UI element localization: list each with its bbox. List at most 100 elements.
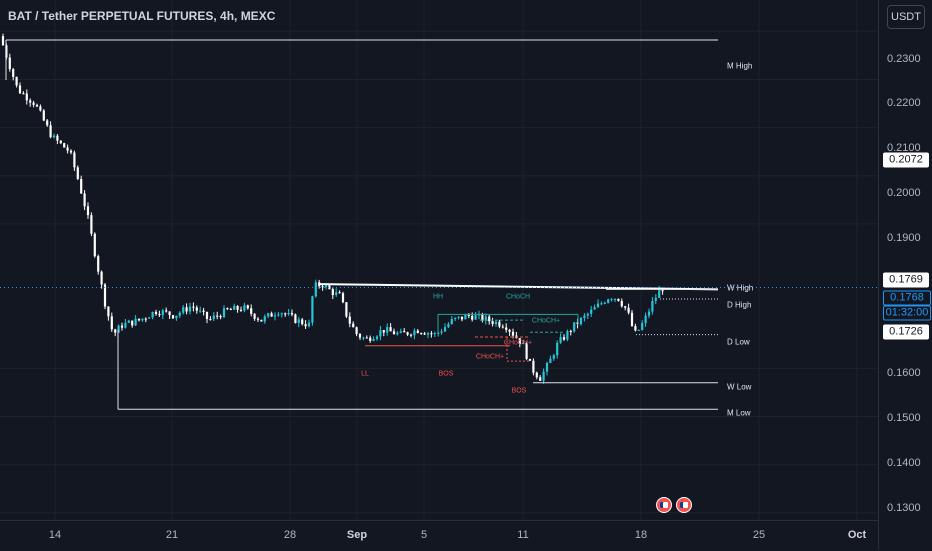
candle-body [627,307,630,313]
candle-body [59,140,62,144]
time-tick: 14 [48,529,62,541]
time-tick: Sep [346,529,368,541]
candle-body [192,306,195,308]
level-label-w-high: W High [727,283,754,293]
candle-body [525,342,528,359]
candle-body [277,314,280,316]
candle-body [154,311,158,315]
candle-body [552,355,555,359]
candle-body [403,331,406,333]
candle-body [52,135,56,138]
candle-body [338,292,341,294]
price-marker: 0.2072 [883,152,929,168]
candle-body [141,318,144,321]
candle-body [76,167,79,179]
candle-body [256,318,260,320]
candle-body [205,311,209,319]
candle-body [491,321,494,325]
structure-label-choch-plus: CHoCH+ [531,317,561,325]
structure-label-choch: CHoCH [505,293,531,301]
candle-body [348,316,351,324]
candle-body [56,135,59,141]
candle-body [171,315,175,319]
candle-body [355,327,358,335]
candle-body [66,147,69,151]
candle-body [450,318,453,324]
candle-body [498,321,501,327]
candle-body [158,314,161,316]
candle-body [250,308,253,314]
level-label-m-high: M High [727,61,753,71]
candle-body [590,309,593,314]
candle-body [161,310,164,316]
candle-body [481,314,484,321]
price-marker: 0.1726 [883,324,929,340]
candle-body [647,311,651,316]
candle-body [630,312,634,327]
candle-body [284,313,287,315]
candle-body [199,310,202,312]
candle-body [243,305,246,311]
candle-body [117,325,120,333]
candle-body [49,125,52,138]
candle-body [32,102,35,105]
candle-body [35,104,39,107]
candle-body [100,271,103,285]
candle-body [658,290,661,298]
price-tick: 0.2300 [887,53,921,65]
price-tick: 0.2000 [887,187,921,199]
candle-body [311,296,314,323]
price-axis[interactable]: USDT 0.2300 0.2200 0.2100 0.2000 0.1900 … [878,0,932,550]
currency-button[interactable]: USDT [887,5,925,29]
candle-body [399,331,402,333]
candle-body [63,143,66,148]
last-price-marker: 0.1768 [883,290,931,306]
candle-body [365,337,368,339]
candle-body [593,307,596,310]
candle-body [433,333,436,335]
time-tick: 28 [283,529,297,541]
candle-body [318,282,321,287]
candle-body [440,331,443,333]
candle-body [219,316,222,318]
candle-body [294,314,297,323]
candle-body [437,332,440,334]
candle-body [379,330,382,337]
candle-body [617,298,620,301]
candle-body [413,330,416,336]
candle-body [624,306,627,308]
structure-lines [365,313,579,362]
price-tick: 0.1400 [887,457,921,469]
candle-body [457,316,460,318]
candle-body [29,100,32,103]
candle-body [22,93,25,95]
time-axis[interactable]: 14 21 28 Sep 5 11 18 25 Oct [0,520,878,551]
chart-canvas[interactable] [0,0,878,520]
flag-icon[interactable] [656,497,672,513]
candle-body [467,315,470,317]
candle-body [335,292,338,296]
chart-area[interactable]: BAT / Tether PERPETUAL FUTURES, 4h, MEXC… [0,0,878,550]
candle-body [25,93,28,101]
candle-body [212,315,215,320]
flag-icon[interactable] [676,497,692,513]
candle-body [270,313,273,317]
time-tick: 21 [165,529,179,541]
candle-body [209,318,212,320]
candle-body [341,293,345,303]
candle-body [124,322,127,328]
candle-body [8,57,11,70]
candle-body [362,337,365,339]
candle-body [532,360,535,373]
candle-body [69,150,73,153]
candle-body [178,312,181,316]
level-lines [0,39,878,410]
candle-body [542,371,545,381]
candle-body [549,358,552,363]
candle-body [107,306,110,317]
candle-body [641,323,644,330]
candle-body [613,298,617,300]
candle-body [73,152,76,168]
candle-body [443,327,447,332]
candle-body [120,325,124,328]
